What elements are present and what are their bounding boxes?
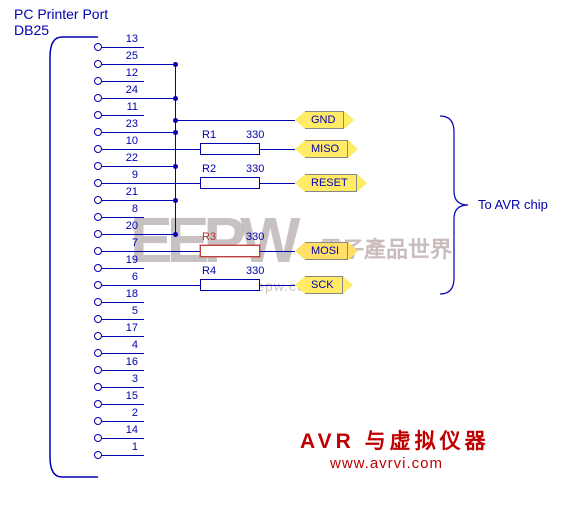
signal-sck: SCK — [295, 276, 353, 294]
pin-circle — [94, 298, 102, 306]
brand-url: www.avrvi.com — [330, 455, 443, 472]
pin-circle — [94, 230, 102, 238]
pin-number: 17 — [118, 322, 138, 334]
pin-circle — [94, 434, 102, 442]
pin-number: 8 — [118, 203, 138, 215]
pin-circle — [94, 281, 102, 289]
brand-text: AVR 与虚拟仪器 — [300, 425, 490, 455]
pin-number: 4 — [118, 339, 138, 351]
resistor — [200, 177, 260, 189]
pin-number: 13 — [118, 33, 138, 45]
pin-circle — [94, 128, 102, 136]
resistor — [200, 279, 260, 291]
pin-circle — [94, 366, 102, 374]
pin-number: 19 — [118, 254, 138, 266]
signal-gnd: GND — [295, 111, 354, 129]
pin-number: 25 — [118, 50, 138, 62]
pin-circle — [94, 77, 102, 85]
title-line1: PC Printer Port — [14, 6, 108, 22]
pin-number: 23 — [118, 118, 138, 130]
pin-circle — [94, 162, 102, 170]
resistor-label: R1 — [202, 129, 216, 141]
pin-number: 1 — [118, 441, 138, 453]
pin-number: 22 — [118, 152, 138, 164]
pin-number: 12 — [118, 67, 138, 79]
pin-circle — [94, 94, 102, 102]
pin-circle — [94, 349, 102, 357]
signal-reset: RESET — [295, 174, 367, 192]
resistor-label: R3 — [202, 231, 216, 243]
pin-circle — [94, 417, 102, 425]
pin-number: 20 — [118, 220, 138, 232]
pin-number: 3 — [118, 373, 138, 385]
pin-circle — [94, 332, 102, 340]
pin-number: 9 — [118, 169, 138, 181]
pin-number: 6 — [118, 271, 138, 283]
resistor — [200, 245, 260, 257]
pin-number: 11 — [118, 101, 138, 113]
pin-number: 15 — [118, 390, 138, 402]
pin-circle — [94, 196, 102, 204]
pin-number: 18 — [118, 288, 138, 300]
signal-label: GND — [305, 111, 344, 129]
resistor-value: 330 — [246, 231, 264, 243]
resistor-value: 330 — [246, 129, 264, 141]
resistor — [200, 143, 260, 155]
pin-circle — [94, 179, 102, 187]
pin-number: 5 — [118, 305, 138, 317]
to-avr-label: To AVR chip — [478, 197, 548, 212]
pin-circle — [94, 145, 102, 153]
pin-circle — [94, 60, 102, 68]
pin-number: 21 — [118, 186, 138, 198]
pin-number: 10 — [118, 135, 138, 147]
pin-circle — [94, 383, 102, 391]
resistor-value: 330 — [246, 265, 264, 277]
pin-circle — [94, 111, 102, 119]
signal-miso: MISO — [295, 140, 358, 158]
output-brace — [440, 116, 478, 298]
pin-circle — [94, 264, 102, 272]
signal-label: RESET — [305, 174, 357, 192]
signal-mosi: MOSI — [295, 242, 358, 260]
resistor-label: R2 — [202, 163, 216, 175]
pin-number: 14 — [118, 424, 138, 436]
pin-circle — [94, 213, 102, 221]
pin-circle — [94, 247, 102, 255]
signal-label: MISO — [305, 140, 348, 158]
pin-number: 16 — [118, 356, 138, 368]
pin-number: 7 — [118, 237, 138, 249]
pin-number: 24 — [118, 84, 138, 96]
pin-circle — [94, 43, 102, 51]
pin-number: 2 — [118, 407, 138, 419]
signal-label: SCK — [305, 276, 343, 294]
resistor-label: R4 — [202, 265, 216, 277]
signal-label: MOSI — [305, 242, 348, 260]
pin-circle — [94, 400, 102, 408]
resistor-value: 330 — [246, 163, 264, 175]
pin-circle — [94, 451, 102, 459]
pin-circle — [94, 315, 102, 323]
